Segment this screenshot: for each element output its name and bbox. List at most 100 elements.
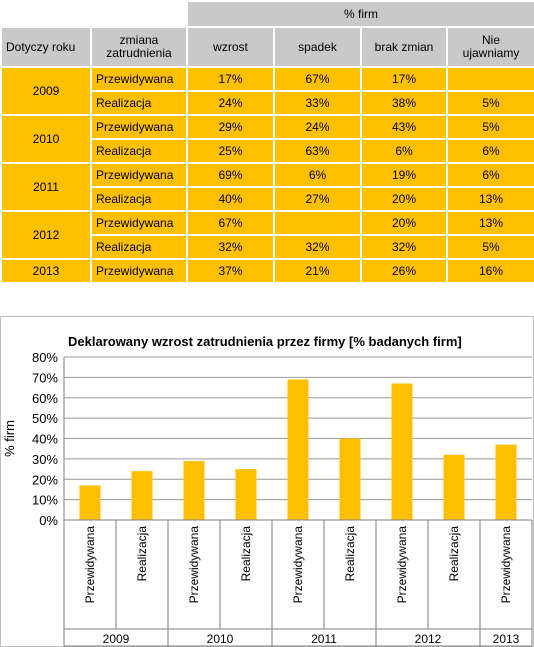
group-label: 2009 <box>103 632 130 646</box>
spadek-cell: 6% <box>273 162 362 188</box>
y-tick-label: 80% <box>32 350 58 365</box>
bar <box>131 471 153 520</box>
nie-ujawniamy-cell: 6% <box>446 162 534 188</box>
category-label: Realizacja <box>343 526 357 582</box>
spadek-cell: 32% <box>273 234 362 260</box>
spadek-cell: 21% <box>273 258 362 284</box>
y-tick-label: 70% <box>32 370 58 385</box>
header-blank <box>0 0 188 28</box>
year-cell: 2009 <box>0 66 92 116</box>
type-cell: Przewidywana <box>90 258 188 284</box>
y-tick-label: 30% <box>32 452 58 467</box>
brak-zmian-cell: 19% <box>360 162 448 188</box>
type-cell: Przewidywana <box>90 114 188 140</box>
table-row: Realizacja 32% 32% 32% 5% <box>1 234 534 260</box>
y-tick-label: 20% <box>32 472 58 487</box>
brak-zmian-cell: 6% <box>360 138 448 164</box>
table-row: 2009 Przewidywana 17% 67% 17% <box>0 66 534 116</box>
nie-ujawniamy-cell: 5% <box>446 114 534 140</box>
column-header: brak zmian <box>360 26 448 68</box>
nie-ujawniamy-cell: 5% <box>446 90 534 116</box>
nie-ujawniamy-cell: 13% <box>446 210 534 236</box>
wzrost-cell: 37% <box>186 258 275 284</box>
table-row: 2011 Przewidywana 69% 6% 19% 6% <box>0 162 534 212</box>
bar <box>235 469 257 520</box>
table-row: 2010 Przewidywana 29% 24% 43% 5% <box>0 114 534 164</box>
wzrost-cell: 32% <box>186 234 275 260</box>
category-label: Przewidywana <box>83 526 97 604</box>
wzrost-cell: 69% <box>186 162 275 188</box>
type-cell: Realizacja <box>90 186 188 212</box>
bar <box>183 460 205 520</box>
table-row: 2013 Przewidywana 37% 21% 26% 16% <box>0 258 534 284</box>
type-cell: Realizacja <box>90 138 188 164</box>
bar <box>79 485 101 520</box>
column-header: zmiana zatrudnienia <box>90 26 188 68</box>
brak-zmian-cell: 20% <box>360 210 448 236</box>
y-axis-label: % firm <box>2 420 17 457</box>
nie-ujawniamy-cell: 13% <box>446 186 534 212</box>
spadek-cell: 24% <box>273 114 362 140</box>
brak-zmian-cell: 32% <box>360 234 448 260</box>
y-tick-label: 40% <box>32 432 58 447</box>
type-cell: Przewidywana <box>90 210 188 236</box>
bar <box>443 454 465 520</box>
group-label: 2013 <box>493 632 520 646</box>
results-table: % firm Dotyczy roku zmiana zatrudnienia wzr… <box>0 0 534 284</box>
wzrost-cell: 25% <box>186 138 275 164</box>
category-label: Realizacja <box>447 526 461 582</box>
group-label: 2012 <box>415 632 442 646</box>
y-tick-label: 60% <box>32 391 58 406</box>
category-label: Przewidywana <box>499 526 513 604</box>
type-cell: Realizacja <box>90 234 188 260</box>
spadek-cell: 33% <box>273 90 362 116</box>
year-cell: 2013 <box>0 258 92 284</box>
wzrost-cell: 17% <box>186 66 275 92</box>
bar <box>339 438 361 520</box>
chart-title: Deklarowany wzrost zatrudnienia przez fi… <box>68 334 462 349</box>
group-label: 2010 <box>207 632 234 646</box>
group-label: 2011 <box>311 632 337 646</box>
table-row: Realizacja 40% 27% 20% 13% <box>1 186 534 212</box>
category-label: Przewidywana <box>395 526 409 604</box>
type-cell: Realizacja <box>90 90 188 116</box>
type-cell: Przewidywana <box>90 66 188 92</box>
bar <box>495 444 517 520</box>
y-tick-label: 0% <box>39 513 58 528</box>
year-cell: 2010 <box>0 114 92 164</box>
table-row: 2012 Przewidywana 67% 20% 13% <box>0 210 534 260</box>
column-header: wzrost <box>186 26 275 68</box>
spadek-cell: 27% <box>273 186 362 212</box>
bar-chart: Deklarowany wzrost zatrudnienia przez fi… <box>0 316 534 647</box>
year-cell: 2011 <box>0 162 92 212</box>
column-header: spadek <box>273 26 362 68</box>
category-label: Realizacja <box>239 526 253 582</box>
y-tick-label: 50% <box>32 411 58 426</box>
category-label: Realizacja <box>135 526 149 582</box>
brak-zmian-cell: 43% <box>360 114 448 140</box>
category-label: Przewidywana <box>291 526 305 604</box>
category-label: Przewidywana <box>187 526 201 604</box>
wzrost-cell: 40% <box>186 186 275 212</box>
type-cell: Przewidywana <box>90 162 188 188</box>
spadek-cell: 63% <box>273 138 362 164</box>
table-row: Realizacja 25% 63% 6% 6% <box>1 138 534 164</box>
brak-zmian-cell: 17% <box>360 66 448 92</box>
nie-ujawniamy-cell: 16% <box>446 258 534 284</box>
wzrost-cell: 29% <box>186 114 275 140</box>
spadek-cell <box>273 210 362 236</box>
column-header: Dotyczy roku <box>0 26 92 68</box>
nie-ujawniamy-cell <box>446 66 534 92</box>
bar <box>391 383 413 520</box>
bar <box>287 379 309 520</box>
spadek-cell: 67% <box>273 66 362 92</box>
y-tick-label: 10% <box>32 493 58 508</box>
wzrost-cell: 24% <box>186 90 275 116</box>
group-header: % firm <box>186 0 534 28</box>
brak-zmian-cell: 20% <box>360 186 448 212</box>
table-row: Realizacja 24% 33% 38% 5% <box>1 90 534 116</box>
column-header: Nie ujawniamy <box>446 26 534 68</box>
nie-ujawniamy-cell: 6% <box>446 138 534 164</box>
nie-ujawniamy-cell: 5% <box>446 234 534 260</box>
year-cell: 2012 <box>0 210 92 260</box>
